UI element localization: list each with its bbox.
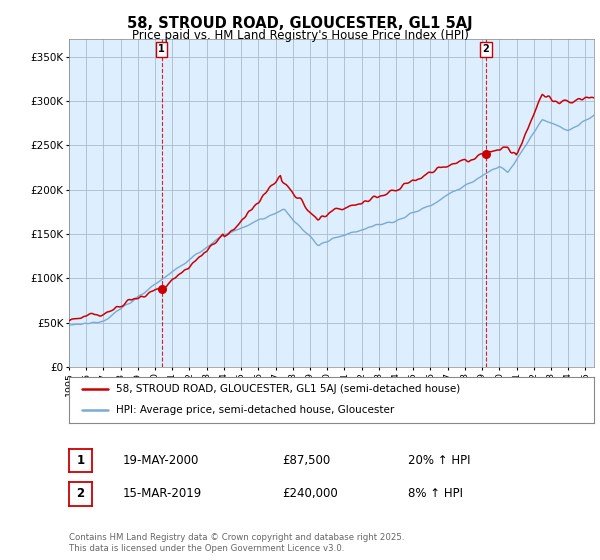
Text: HPI: Average price, semi-detached house, Gloucester: HPI: Average price, semi-detached house,… bbox=[116, 405, 395, 416]
Text: £87,500: £87,500 bbox=[282, 454, 330, 467]
Text: 19-MAY-2000: 19-MAY-2000 bbox=[123, 454, 199, 467]
Text: 1: 1 bbox=[158, 44, 165, 54]
Text: 58, STROUD ROAD, GLOUCESTER, GL1 5AJ (semi-detached house): 58, STROUD ROAD, GLOUCESTER, GL1 5AJ (se… bbox=[116, 384, 461, 394]
Text: 2: 2 bbox=[76, 487, 85, 501]
Text: 20% ↑ HPI: 20% ↑ HPI bbox=[408, 454, 470, 467]
Text: 2: 2 bbox=[482, 44, 489, 54]
Text: 1: 1 bbox=[76, 454, 85, 467]
Text: Contains HM Land Registry data © Crown copyright and database right 2025.
This d: Contains HM Land Registry data © Crown c… bbox=[69, 533, 404, 553]
Text: Price paid vs. HM Land Registry's House Price Index (HPI): Price paid vs. HM Land Registry's House … bbox=[131, 29, 469, 42]
Text: 8% ↑ HPI: 8% ↑ HPI bbox=[408, 487, 463, 501]
Text: 58, STROUD ROAD, GLOUCESTER, GL1 5AJ: 58, STROUD ROAD, GLOUCESTER, GL1 5AJ bbox=[127, 16, 473, 31]
Text: 15-MAR-2019: 15-MAR-2019 bbox=[123, 487, 202, 501]
Text: £240,000: £240,000 bbox=[282, 487, 338, 501]
